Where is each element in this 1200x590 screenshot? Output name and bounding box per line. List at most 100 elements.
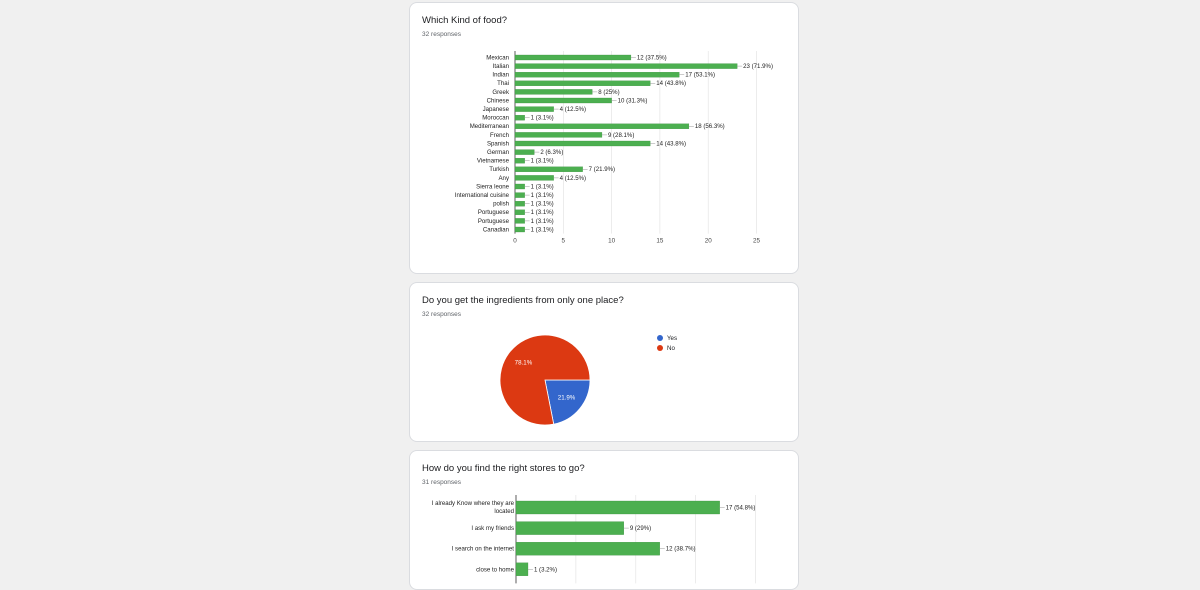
bar: [514, 63, 738, 69]
category-label: Indian: [492, 72, 509, 79]
data-label: 1 (3.1%): [531, 218, 554, 225]
category-label: Chinese: [487, 97, 510, 104]
bar: [515, 521, 624, 535]
data-label: 14 (43.8%): [656, 80, 686, 87]
data-label: 2 (6.3%): [540, 149, 563, 156]
bar: [514, 226, 525, 233]
pie-slice-no: [499, 334, 591, 426]
category-label-line: located: [494, 508, 514, 515]
bar: [514, 106, 554, 112]
one-place-pie-chart: 21.9% 78.1%: [499, 334, 591, 426]
category-label: French: [490, 132, 509, 139]
legend-swatch-yes: [657, 335, 663, 341]
data-label: 1 (3.2%): [534, 566, 557, 573]
question-card-food-kind: Which Kind of food? 32 responses 0 5 10 15 2…: [409, 2, 799, 274]
category-label: Canadian: [483, 226, 509, 233]
data-label: 9 (28.1%): [608, 132, 634, 139]
response-count: 32 responses: [422, 31, 462, 38]
bar: [514, 201, 525, 207]
data-label: 4 (12.5%): [560, 175, 586, 182]
bar: [515, 562, 529, 576]
x-tick-label: 15: [656, 238, 664, 245]
category-label: I ask my friends: [471, 525, 514, 532]
legend-swatch-no: [657, 345, 663, 351]
data-label: 9 (29%): [630, 525, 651, 532]
bar: [515, 542, 660, 556]
bar: [514, 166, 583, 172]
bar: [514, 54, 632, 61]
category-label: Greek: [492, 89, 510, 96]
category-label-line: close to home: [476, 566, 515, 573]
question-card-one-place: Do you get the ingredients from only one…: [409, 282, 799, 442]
bar: [514, 132, 603, 138]
x-tick-label: 20: [705, 238, 713, 245]
x-tick-label: 25: [753, 238, 761, 245]
category-label: Italian: [493, 63, 509, 70]
category-label: Moroccan: [482, 115, 509, 122]
bar: [514, 218, 525, 224]
response-count: 32 responses: [422, 311, 462, 318]
data-label: 1 (3.1%): [531, 158, 554, 165]
bar: [514, 209, 525, 215]
data-label: 1 (3.1%): [531, 209, 554, 216]
pie-slice-yes: [544, 379, 591, 425]
category-label: polish: [493, 201, 509, 208]
category-label: Mexican: [486, 54, 509, 61]
category-label-line: I search on the internet: [452, 546, 515, 553]
category-label: Portuguese: [478, 209, 510, 216]
bar: [514, 89, 593, 95]
food-bar-chart: 0 5 10 15 20 25 Mexican 12 (37.5%) Italian 23 (71…: [455, 51, 773, 245]
data-label: 7 (21.9%): [589, 166, 615, 173]
bar: [514, 175, 554, 181]
category-label: Thai: [497, 80, 509, 87]
category-label: Mediterranean: [470, 123, 509, 130]
category-label-line: I ask my friends: [471, 525, 514, 532]
question-title: Which Kind of food?: [422, 15, 508, 26]
bar: [514, 183, 525, 190]
data-label: 12 (37.5%): [637, 54, 667, 61]
category-label: Any: [498, 175, 509, 182]
data-label: 18 (56.3%): [695, 123, 725, 130]
x-tick-label: 5: [562, 238, 566, 245]
bar: [514, 149, 535, 155]
data-label: 14 (43.8%): [656, 140, 686, 147]
category-label: Japanese: [483, 106, 510, 113]
category-label: Turkish: [489, 166, 509, 173]
category-label: Spanish: [487, 140, 509, 147]
bar: [514, 72, 680, 78]
legend-item-yes: Yes: [657, 333, 677, 343]
pie-slice-label: 78.1%: [515, 359, 533, 366]
pie-legend: Yes No: [657, 333, 677, 353]
category-label: German: [487, 149, 509, 156]
data-label: 17 (53.1%): [685, 72, 715, 79]
category-label-line: I already Know where they are: [432, 500, 515, 507]
category-label: Vietnamese: [477, 158, 510, 165]
legend-label: Yes: [667, 334, 678, 342]
bar: [514, 192, 525, 198]
legend-label: No: [667, 344, 675, 352]
question-card-find-stores: How do you find the right stores to go? …: [409, 450, 799, 590]
legend-item-no: No: [657, 343, 677, 353]
data-label: 23 (71.9%): [743, 63, 773, 70]
data-label: 4 (12.5%): [560, 106, 586, 113]
bar: [514, 115, 525, 121]
category-label: I search on the internet: [452, 546, 515, 553]
bar: [514, 158, 525, 164]
bar: [514, 80, 651, 86]
category-label: International cuisine: [455, 192, 510, 199]
data-label: 1 (3.1%): [531, 192, 554, 199]
data-label: 8 (25%): [598, 89, 619, 96]
data-label: 17 (54.8%): [726, 505, 756, 512]
bar: [514, 97, 612, 104]
question-title: How do you find the right stores to go?: [422, 463, 585, 474]
category-label: Portuguese: [478, 218, 510, 225]
stores-bar-chart: I already Know where they are located 17 (…: [432, 495, 756, 584]
bar: [514, 140, 651, 147]
question-title: Do you get the ingredients from only one…: [422, 295, 624, 306]
data-label: 1 (3.1%): [531, 115, 554, 122]
pie-slice-label: 21.9%: [558, 395, 576, 402]
category-label: I already Know where they are located: [432, 500, 515, 515]
data-label: 1 (3.1%): [531, 183, 554, 190]
data-label: 12 (38.7%): [666, 546, 696, 553]
category-label: Sierra leone: [476, 183, 509, 190]
